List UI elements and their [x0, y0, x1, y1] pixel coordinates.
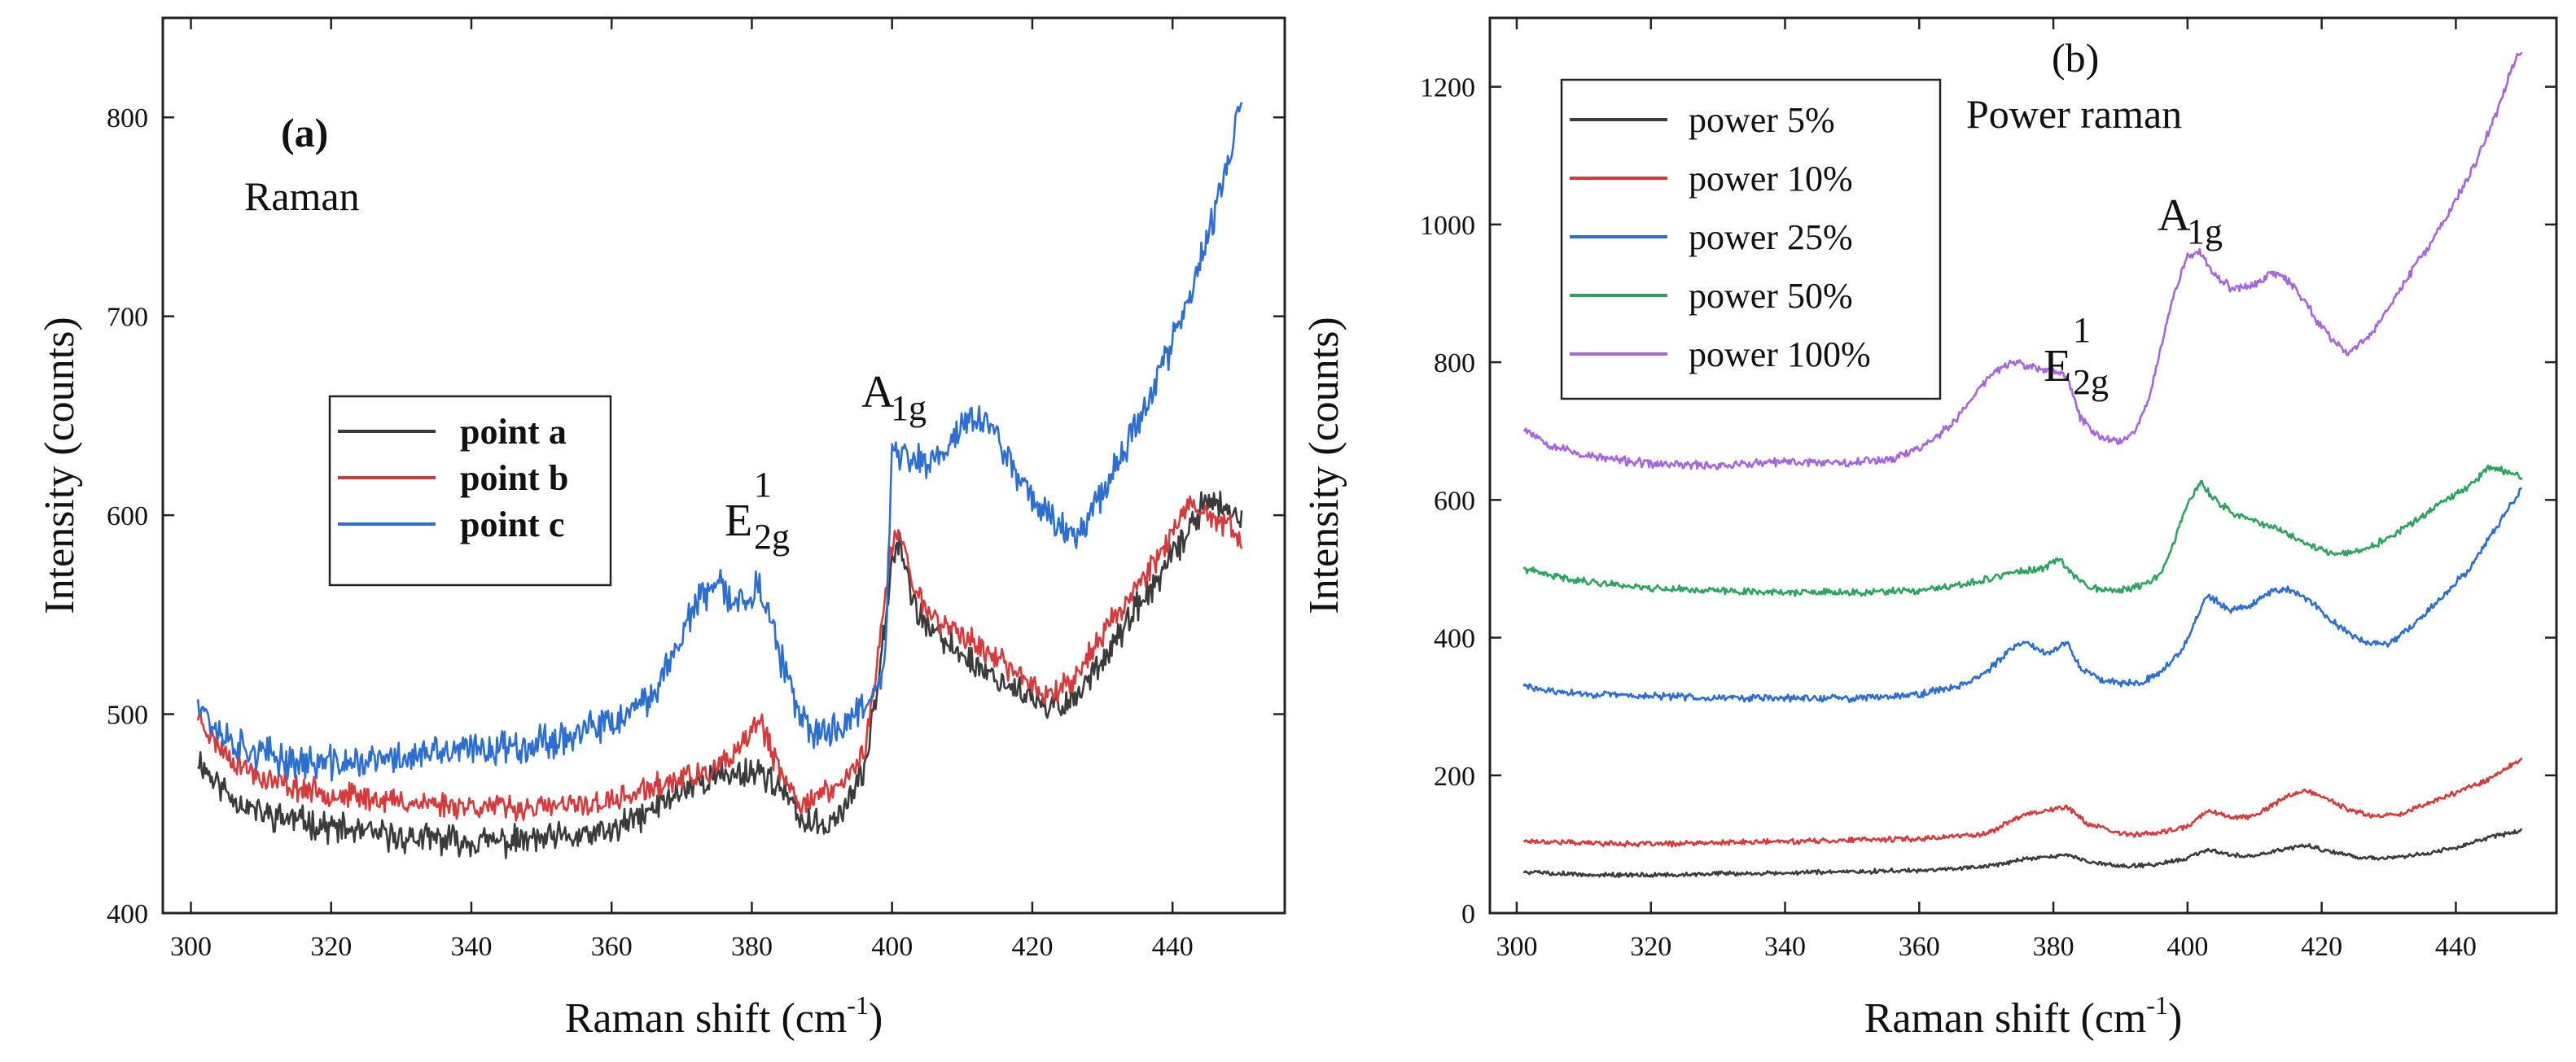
series-line-point-a	[197, 491, 1243, 859]
panel-a-series-layer	[196, 102, 1243, 859]
panel-a-y-axis-title: Intensity (counts)	[37, 317, 83, 614]
peak-label-main: A	[2158, 190, 2191, 241]
y-tick-label: 800	[1434, 348, 1475, 378]
x-tick-label: 400	[2166, 932, 2208, 962]
series-line-power-50-	[1522, 464, 2523, 597]
x-tick-label: 300	[170, 932, 212, 962]
panel-b-peak-e2g: E 1 2g	[2044, 310, 2109, 402]
legend-box	[1560, 78, 1942, 400]
panel-a-peak-e2g: E 1 2g	[725, 465, 790, 557]
peak-label-sub: 1g	[891, 388, 927, 428]
panel-b-frame	[1488, 16, 2558, 915]
legend-label: power 5%	[1689, 100, 1835, 140]
peak-label-main: A	[861, 367, 895, 417]
peak-label-sub: 2g	[2073, 362, 2109, 402]
panel-a-x-axis-title: Raman shift (cm-1)	[565, 990, 883, 1042]
x-tick-label: 420	[2301, 932, 2342, 962]
peak-label-sub: 2g	[754, 517, 790, 557]
y-tick-label: 700	[107, 303, 148, 333]
x-tick-label: 440	[2435, 932, 2477, 962]
panel-a-annotation: Raman	[244, 173, 360, 219]
peak-label-main: E	[2044, 341, 2071, 391]
panel-a-legend: point a point b point c	[328, 395, 612, 587]
y-tick-label: 200	[1434, 762, 1475, 792]
x-tick-label: 300	[1496, 932, 1537, 962]
panel-a-label: (a)	[281, 110, 328, 155]
x-title-tail: )	[2168, 995, 2182, 1042]
series-line-power-25-	[1522, 487, 2523, 704]
y-tick-label: 400	[1434, 624, 1475, 654]
series-line-point-b	[196, 495, 1243, 822]
x-tick-label: 380	[2033, 932, 2074, 962]
legend-label: power 10%	[1689, 159, 1853, 199]
x-tick-label: 360	[1899, 932, 1940, 962]
y-tick-label: 1200	[1420, 73, 1475, 103]
x-tick-label: 440	[1152, 932, 1194, 962]
y-tick-label: 600	[1434, 486, 1475, 516]
panel-b-legend: power 5% power 10% power 25% power 50% power…	[1560, 78, 1942, 400]
x-tick-label: 360	[591, 932, 633, 962]
panel-b-label: (b)	[2052, 35, 2099, 81]
x-title-sup: -1	[847, 990, 869, 1020]
panel-b: 300 320 340 360 380 400 420 440 0 200 400 600 800 100…	[1301, 16, 2558, 1042]
x-tick-label: 340	[1764, 932, 1806, 962]
x-tick-label: 420	[1011, 932, 1053, 962]
x-tick-label: 320	[310, 932, 352, 962]
peak-label-sup: 1	[754, 465, 772, 505]
series-line-power-100-	[1523, 51, 2523, 470]
panel-b-x-axis-title: Raman shift (cm-1)	[1864, 990, 2183, 1042]
legend-label: point b	[460, 458, 568, 498]
series-line-power-10-	[1522, 757, 2523, 848]
x-tick-label: 320	[1630, 932, 1671, 962]
panel-a-frame	[161, 16, 1286, 915]
y-tick-label: 400	[107, 899, 148, 929]
y-tick-label: 0	[1461, 899, 1475, 929]
legend-label: point a	[460, 412, 567, 452]
panel-b-peak-a1g: A 1g	[2158, 190, 2223, 251]
x-tick-label: 400	[871, 932, 913, 962]
panel-a: 300 320 340 360 380 400 420 440400500600700800 …	[37, 16, 1286, 1042]
peak-label-sup: 1	[2073, 310, 2091, 350]
series-line-power-5-	[1523, 828, 2522, 879]
legend-box	[328, 395, 612, 587]
series-line-point-c	[196, 102, 1243, 782]
x-title-tail: )	[869, 995, 883, 1042]
x-title-main: Raman shift (cm	[1864, 995, 2147, 1042]
legend-label: power 50%	[1689, 276, 1853, 316]
legend-label: power 25%	[1689, 217, 1853, 257]
panel-b-ticks: 300 320 340 360 380 400 420 440 0 200 400 600 800 100…	[1420, 18, 2556, 962]
legend-label: power 100%	[1689, 334, 1871, 374]
panel-a-ticks: 300 320 340 360 380 400 420 440 400 500 600 700 800	[107, 18, 1285, 962]
peak-label-main: E	[725, 496, 752, 546]
y-tick-label: 500	[107, 701, 148, 731]
x-tick-label: 340	[450, 932, 492, 962]
x-title-main: Raman shift (cm	[565, 995, 848, 1042]
y-tick-label: 1000	[1420, 211, 1475, 241]
peak-label-sub: 1g	[2187, 212, 2223, 251]
x-tick-label: 380	[731, 932, 773, 962]
y-tick-label: 800	[107, 103, 148, 133]
panel-b-annotation: Power raman	[1966, 91, 2182, 137]
legend-label: point c	[460, 505, 564, 544]
x-title-sup: -1	[2146, 990, 2168, 1020]
panel-b-series-layer	[1522, 51, 2523, 879]
panel-a-peak-a1g: A 1g	[861, 367, 927, 428]
y-tick-label: 600	[107, 501, 148, 531]
panel-b-y-axis-title: Intensity (counts)	[1301, 317, 1347, 614]
